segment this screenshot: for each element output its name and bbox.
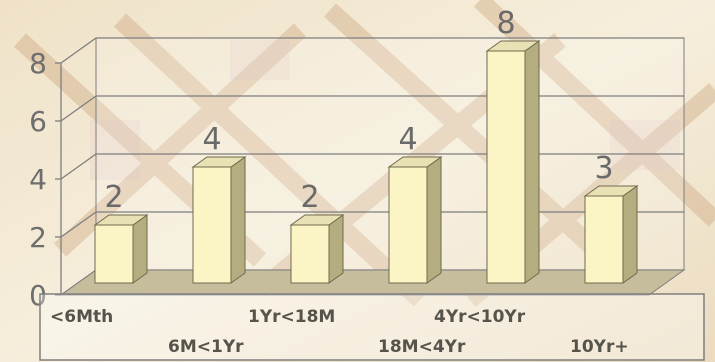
data-label: 3 [594, 151, 613, 186]
bar-side [524, 40, 540, 284]
data-label: 2 [300, 180, 319, 215]
data-label: 4 [398, 122, 417, 157]
bar-side [622, 185, 638, 284]
category-label: <6Mth [50, 307, 113, 327]
side-wall-line [60, 153, 97, 180]
bar-side [426, 156, 442, 284]
bar-0 [93, 214, 149, 284]
bar-front [486, 50, 526, 284]
bar-front [290, 224, 330, 284]
bar-front [94, 224, 134, 284]
category-label: 10Yr+ [570, 337, 629, 357]
data-label: 4 [202, 122, 221, 157]
y-tick-label: 2 [29, 221, 47, 254]
data-label-layer: 2 4 2 4 8 3 [104, 6, 613, 215]
bar-layer [93, 40, 639, 284]
bar-front [192, 166, 232, 284]
bar-side [230, 156, 246, 284]
y-tick-label: 8 [29, 47, 47, 80]
side-wall-line [60, 37, 97, 64]
bar-side [328, 214, 344, 284]
bar-front [388, 166, 428, 284]
side-wall-line [60, 95, 97, 122]
category-label: 4Yr<10Yr [434, 307, 526, 327]
y-tick-layer: 0 2 4 6 8 [29, 47, 61, 312]
category-box-border [39, 293, 705, 361]
y-tick-label: 6 [29, 105, 47, 138]
data-label: 8 [496, 6, 515, 41]
y-tick-label: 4 [29, 163, 47, 196]
y-tick-label: 0 [29, 279, 47, 312]
category-label: 1Yr<18M [248, 307, 335, 327]
bar-3 [387, 156, 443, 284]
data-label: 2 [104, 180, 123, 215]
bar-side [132, 214, 148, 284]
bar-front [584, 195, 624, 284]
side-wall-line [60, 211, 97, 238]
category-label: 18M<4Yr [378, 337, 466, 357]
bar-5 [583, 185, 639, 284]
bar-4 [485, 40, 541, 284]
category-label: 6M<1Yr [168, 337, 244, 357]
bar-1 [191, 156, 247, 284]
bar-2 [289, 214, 345, 284]
